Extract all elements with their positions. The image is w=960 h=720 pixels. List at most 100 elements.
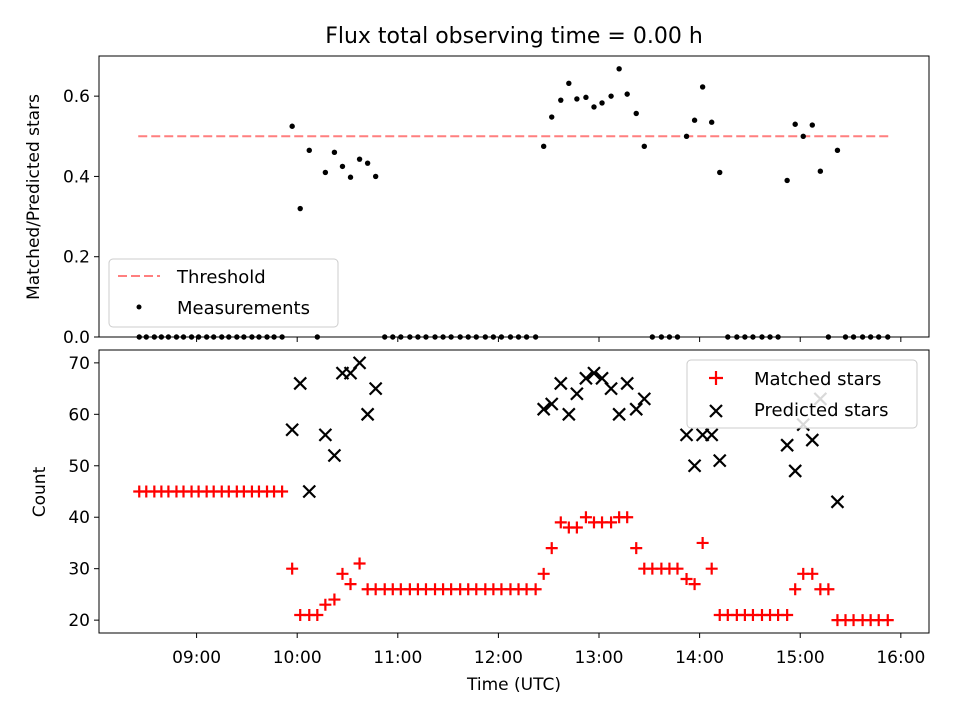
predicted-star-marker xyxy=(604,381,618,396)
measurement-point xyxy=(641,143,647,150)
measurement-point xyxy=(616,66,622,72)
bottom-y-tick-label: 70 xyxy=(68,354,90,374)
measurements-legend-label: Measurements xyxy=(177,298,310,319)
predicted-star-marker xyxy=(302,484,317,499)
predicted-star-marker xyxy=(562,407,576,422)
measurement-point xyxy=(683,133,690,139)
measurement-point xyxy=(784,177,790,184)
predicted-star-marker xyxy=(629,402,644,416)
bottom-axes: 20 30 40 50 60 70 09:00 10:00 11:00 12:00 13:00 14… xyxy=(30,349,930,695)
measurement-point xyxy=(817,168,824,174)
predicted-star-marker xyxy=(679,428,694,442)
x-tick-label: 09:00 xyxy=(172,648,221,668)
x-axis-label: Time (UTC) xyxy=(466,675,561,695)
measurement-point xyxy=(717,169,723,176)
matched-legend-label: Matched stars xyxy=(754,369,881,390)
bottom-legend: Matched stars Predicted stars xyxy=(686,359,918,429)
matched-star-marker xyxy=(789,583,802,596)
matched-star-marker xyxy=(311,608,324,621)
bottom-y-tick-label: 50 xyxy=(68,457,90,477)
bottom-x-ticks: 09:00 10:00 11:00 12:00 13:00 14:00 15:00 16:00 xyxy=(172,633,925,668)
predicted-star-marker xyxy=(788,464,802,478)
predicted-star-marker xyxy=(536,402,551,416)
measurements-legend-marker xyxy=(136,304,142,310)
top-axes-frame xyxy=(98,55,930,338)
x-tick-label: 11:00 xyxy=(373,648,422,668)
measurement-point xyxy=(364,160,371,166)
top-y-tick-label: 0.0 xyxy=(63,328,90,348)
matched-star-marker xyxy=(621,511,634,524)
predicted-star-marker xyxy=(318,428,333,442)
matched-star-marker xyxy=(696,536,709,549)
predicted-star-marker xyxy=(637,392,652,406)
measurement-point xyxy=(549,114,555,120)
matched-star-marker xyxy=(286,562,299,575)
measurement-point xyxy=(566,80,572,86)
x-tick-label: 10:00 xyxy=(273,648,322,668)
top-legend-box xyxy=(108,258,339,328)
measurement-point xyxy=(608,93,614,99)
matched-star-marker xyxy=(353,557,366,570)
top-y-ticks: 0.0 0.2 0.4 0.6 xyxy=(63,87,99,348)
predicted-legend-label: Predicted stars xyxy=(754,400,888,421)
matched-star-marker xyxy=(537,567,550,580)
ratio-plot-area xyxy=(136,66,891,340)
matched-legend-marker xyxy=(709,371,723,385)
predicted-star-marker xyxy=(285,422,299,437)
measurement-point xyxy=(558,97,564,103)
matched-star-marker xyxy=(822,583,835,596)
bottom-y-tick-label: 20 xyxy=(68,611,90,631)
measurement-point xyxy=(583,94,589,101)
bottom-y-tick-label: 60 xyxy=(68,405,90,425)
bottom-y-tick-label: 40 xyxy=(68,508,90,528)
matched-star-marker xyxy=(554,516,567,529)
measurement-point xyxy=(540,143,547,150)
measurement-point xyxy=(599,100,605,106)
measurement-point xyxy=(708,119,715,125)
predicted-star-marker xyxy=(579,371,593,386)
predicted-star-marker xyxy=(712,453,727,468)
matched-star-marker xyxy=(680,572,693,585)
measurement-point xyxy=(691,117,698,123)
predicted-star-marker xyxy=(780,438,794,452)
measurement-point xyxy=(289,123,295,129)
measurement-point xyxy=(800,133,806,139)
predicted-star-marker xyxy=(830,495,845,509)
top-legend: Threshold Measurements xyxy=(108,258,339,328)
predicted-star-marker xyxy=(293,376,307,391)
top-y-tick-label: 0.6 xyxy=(63,87,90,107)
measurement-point xyxy=(633,110,639,117)
matched-star-marker xyxy=(605,516,618,529)
matched-star-marker xyxy=(328,593,341,606)
predicted-star-marker xyxy=(687,458,702,473)
matched-star-marker xyxy=(319,598,332,611)
matched-star-marker xyxy=(529,583,542,596)
predicted-legend-marker xyxy=(709,404,723,418)
measurement-point xyxy=(699,84,706,90)
predicted-star-marker xyxy=(352,356,367,370)
matched-star-marker xyxy=(336,567,349,580)
matched-star-marker xyxy=(688,578,701,591)
measurement-point xyxy=(591,104,597,110)
top-x-ticks xyxy=(196,337,902,342)
chart-title: Flux total observing time = 0.00 h xyxy=(325,24,703,49)
predicted-star-marker xyxy=(587,366,601,380)
bottom-y-tick-label: 30 xyxy=(68,560,90,580)
x-tick-label: 12:00 xyxy=(474,648,523,668)
measurement-point xyxy=(347,174,354,180)
bottom-y-axis-label: Count xyxy=(30,466,50,517)
measurement-point xyxy=(809,122,815,128)
predicted-star-marker xyxy=(327,448,342,463)
measurement-point xyxy=(322,169,329,176)
matched-star-marker xyxy=(671,562,684,575)
measurement-point xyxy=(331,149,338,156)
count-plot-area xyxy=(133,356,894,627)
bottom-axes-frame xyxy=(98,349,930,634)
matched-star-marker xyxy=(579,511,592,524)
matched-star-marker xyxy=(344,578,357,591)
measurement-point xyxy=(624,91,630,97)
measurement-point xyxy=(574,96,580,102)
measurement-point xyxy=(297,205,303,212)
threshold-legend-label: Threshold xyxy=(176,267,266,288)
